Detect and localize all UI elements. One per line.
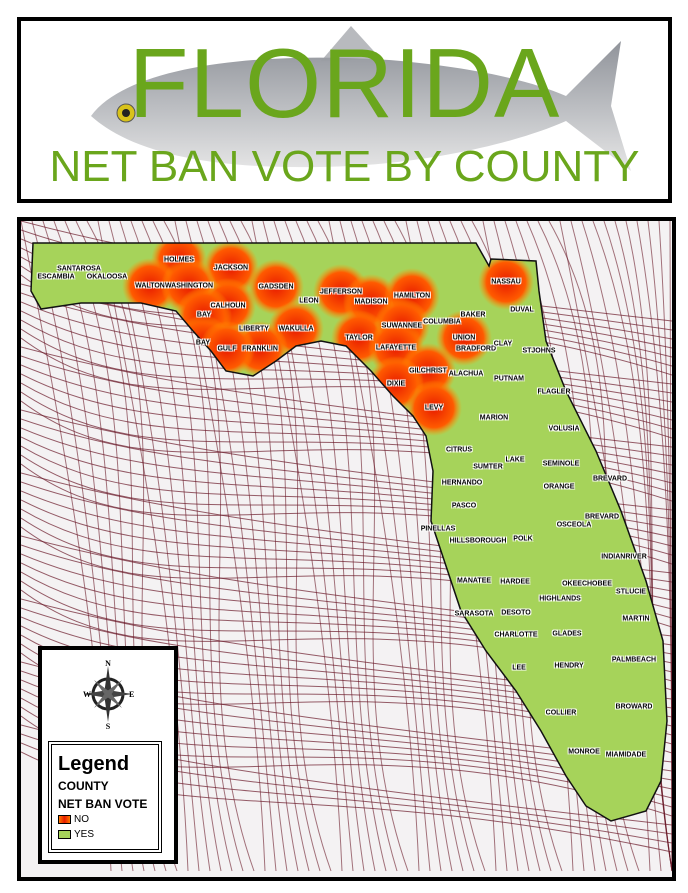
county-label-marion: MARION — [479, 414, 509, 422]
county-label-collier: COLLIER — [545, 709, 577, 717]
county-label-citrus: CITRUS — [445, 446, 473, 454]
county-label-glades: GLADES — [552, 630, 582, 638]
county-label-baker: BAKER — [460, 311, 486, 319]
county-label-holmes: HOLMES — [164, 256, 194, 264]
county-label-broward: BROWARD — [615, 703, 653, 711]
county-label-pasco: PASCO — [451, 502, 477, 510]
fish-illustration-icon — [91, 26, 631, 171]
county-label-jefferson: JEFFERSON — [319, 288, 363, 296]
title-banner: FLORIDA NET BAN VOTE BY COUNTY — [17, 17, 672, 203]
county-label-stjohns: STJOHNS — [522, 347, 556, 355]
county-label-wakulla: WAKULLA — [278, 325, 314, 333]
county-label-seminole: SEMINOLE — [542, 460, 580, 468]
county-label-pinellas: PINELLAS — [420, 525, 456, 533]
county-label-lake: LAKE — [505, 456, 525, 464]
county-label-putnam: PUTNAM — [494, 375, 524, 383]
state-fill — [31, 243, 667, 821]
county-label-gadsden: GADSDEN — [258, 283, 294, 291]
legend-item-yes: YES — [58, 829, 94, 840]
county-label-nassau: NASSAU — [491, 278, 521, 286]
compass-s: S — [106, 722, 111, 730]
county-label-calhoun: CALHOUN — [210, 302, 246, 310]
county-label-hillsborough: HILLSBOROUGH — [449, 537, 507, 545]
county-label-bradford: BRADFORD — [455, 345, 497, 353]
state-outline — [30, 242, 668, 822]
county-label-monroe: MONROE — [568, 748, 600, 756]
county-label-okeechobee: OKEECHOBEE — [562, 580, 612, 588]
county-label-bay: BAY — [196, 311, 212, 319]
county-label-okaloosa: OKALOOSA — [86, 273, 128, 281]
county-label-gilchrist: GILCHRIST — [409, 367, 447, 375]
county-label-stlucie: STLUCIE — [616, 588, 646, 596]
county-label-polk: POLK — [513, 535, 533, 543]
county-label-clay: CLAY — [493, 340, 513, 348]
legend-label-yes: YES — [74, 829, 95, 840]
map-title: FLORIDA — [128, 28, 561, 138]
compass-w: W — [83, 690, 91, 699]
legend-item-no: NO — [58, 814, 89, 825]
county-label-manatee: MANATEE — [456, 577, 492, 585]
county-label-dixie: DIXIE — [386, 380, 406, 388]
legend-swatch-no — [58, 815, 71, 824]
county-label-franklin: FRANKLIN — [242, 345, 278, 353]
county-label-miamidade: MIAMIDADE — [605, 751, 647, 759]
county-no-union — [436, 310, 492, 366]
county-label-walton: WALTON — [135, 282, 165, 290]
legend-swatch-yes — [58, 830, 71, 839]
map-frame: ESCAMBIA SANTAROSA OKALOOSA HOLMES JACKSON WA… — [17, 217, 676, 881]
county-label-highlands: HIGHLANDS — [539, 595, 581, 603]
county-label-lee: LEE — [512, 664, 526, 672]
compass-n: N — [105, 659, 111, 668]
county-label-palmbeach: PALMBEACH — [611, 656, 657, 664]
county-label-hamilton: HAMILTON — [393, 292, 431, 300]
county-label-madison: MADISON — [354, 298, 388, 306]
legend-title: Legend — [58, 753, 130, 775]
county-no-walton — [122, 258, 178, 314]
county-label-charlotte: CHARLOTTE — [494, 631, 538, 639]
county-label-volusia: VOLUSIA — [548, 425, 580, 433]
county-label-brevard: BREVARD — [584, 513, 620, 521]
county-label-hardee: HARDEE — [500, 578, 530, 586]
legend-panel: N S W E Legend COUNTY NET BAN VOTE NO YE… — [38, 646, 178, 864]
map-subtitle: NET BAN VOTE BY COUNTY — [49, 142, 640, 191]
legend-field: NET BAN VOTE — [58, 797, 148, 811]
county-label-martin: MARTIN — [622, 615, 650, 623]
county-label-lafayette: LAFAYETTE — [375, 344, 417, 352]
county-label-bay: BAY — [195, 339, 211, 347]
county-label-suwannee: SUWANNEE — [381, 322, 423, 330]
county-label-gulf: GULF — [217, 345, 237, 353]
county-no-gadsden — [248, 259, 304, 315]
county-label-levy: LEVY — [424, 404, 444, 412]
county-label-taylor: TAYLOR — [345, 334, 373, 342]
compass-rose-icon: N S W E — [83, 659, 134, 730]
compass-e: E — [129, 690, 134, 699]
county-label-hernando: HERNANDO — [441, 479, 483, 487]
county-label-flagler: FLAGLER — [537, 388, 571, 396]
county-label-liberty: LIBERTY — [239, 325, 269, 333]
county-no-levy — [406, 380, 462, 436]
county-label-escambia: ESCAMBIA — [37, 273, 75, 281]
county-label-columbia: COLUMBIA — [423, 318, 461, 326]
county-label-hendry: HENDRY — [554, 662, 584, 670]
county-label-sarasota: SARASOTA — [454, 610, 494, 618]
legend-layer: COUNTY — [58, 779, 109, 793]
county-label-union: UNION — [452, 334, 476, 342]
county-label-orange: ORANGE — [543, 483, 575, 491]
county-label-sumter: SUMTER — [473, 463, 503, 471]
county-label-jackson: JACKSON — [213, 264, 249, 272]
legend-label-no: NO — [74, 814, 89, 825]
county-label-duval: DUVAL — [510, 306, 534, 314]
county-label-alachua: ALACHUA — [448, 370, 484, 378]
county-label-indianriver: INDIANRIVER — [601, 553, 647, 561]
county-no-nassau — [478, 254, 534, 310]
county-label-santarosa: SANTAROSA — [57, 265, 101, 273]
county-label-washington: WASHINGTON — [164, 282, 214, 290]
county-label-osceola: OSCEOLA — [556, 521, 592, 529]
county-label-brevard: BREVARD — [592, 475, 628, 483]
county-label-leon: LEON — [299, 297, 319, 305]
county-label-desoto: DESOTO — [501, 609, 531, 617]
legend: Legend COUNTY NET BAN VOTE NO YES — [48, 741, 162, 853]
